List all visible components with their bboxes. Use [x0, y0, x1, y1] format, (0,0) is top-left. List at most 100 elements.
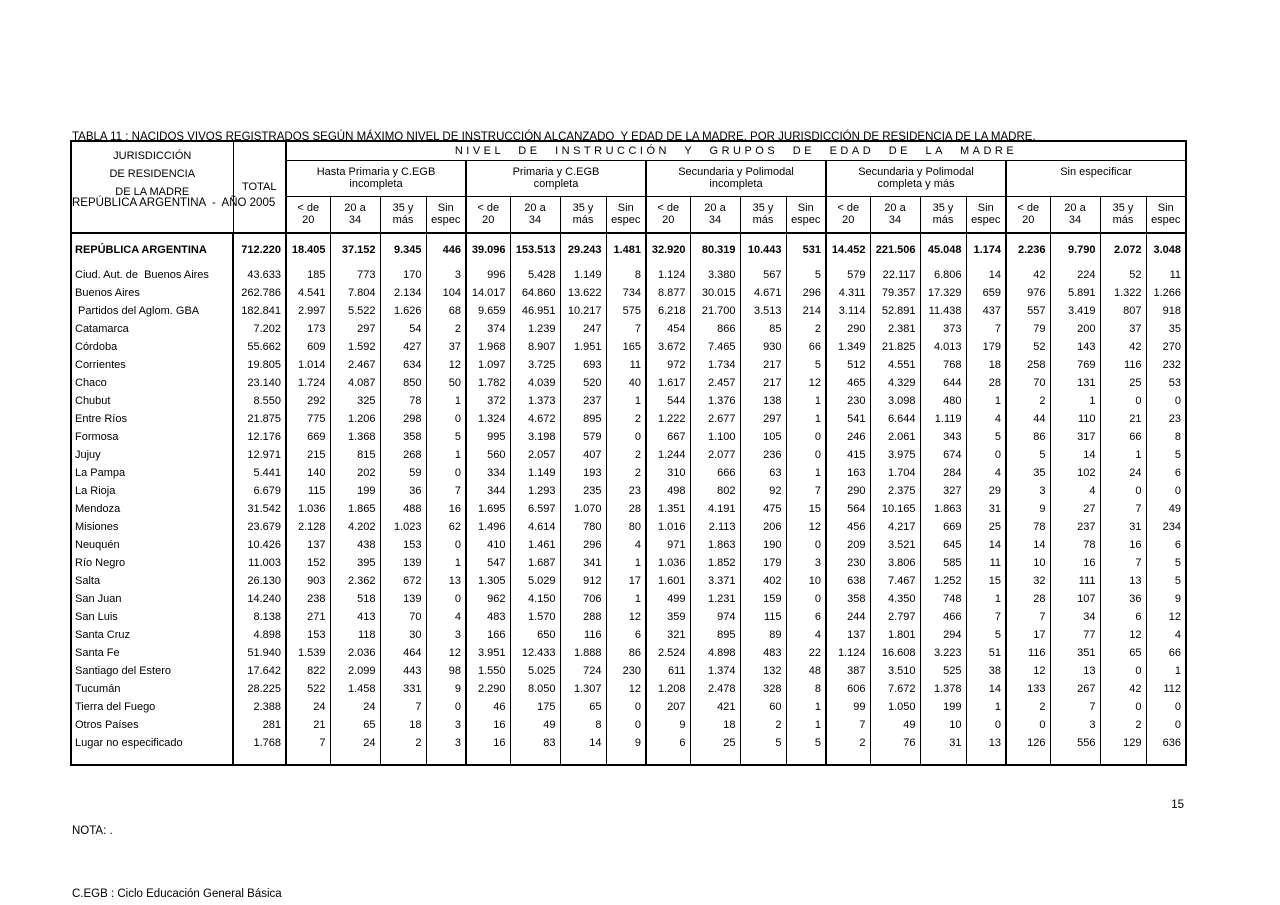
- value-cell: 132: [739, 662, 786, 680]
- value-cell: 78: [379, 392, 426, 410]
- value-cell: 0: [785, 590, 826, 608]
- total-cell: 23.679: [232, 518, 286, 536]
- total-cell: 11.003: [232, 554, 286, 572]
- subcol-header-line2: más: [1099, 214, 1146, 234]
- row-label: San Luis: [75, 611, 118, 623]
- subcol-header-line2: espec: [605, 214, 646, 234]
- value-cell: 244: [825, 608, 870, 626]
- subcol-header-line2: más: [559, 214, 606, 234]
- value-cell: 0: [1099, 698, 1146, 716]
- value-cell: 996: [465, 266, 510, 284]
- value-cell: 28: [1005, 590, 1050, 608]
- value-cell: 1.349: [825, 338, 870, 356]
- subcol-header: 20 a: [509, 196, 560, 214]
- value-cell: 8.050: [509, 680, 560, 698]
- value-cell: 6.806: [919, 266, 966, 284]
- row-label: Santa Cruz: [75, 629, 131, 641]
- table-row: Santa Cruz 4.898 153 118 30 3 166 650 116 6 321 895…: [71, 626, 1186, 644]
- value-cell: 29: [965, 482, 1006, 500]
- value-cell: 1.687: [509, 554, 560, 572]
- value-cell: 115: [739, 608, 786, 626]
- group-header-2-line2: completa: [465, 178, 646, 197]
- value-cell: 1.368: [329, 428, 380, 446]
- value-cell: 2.061: [869, 428, 920, 446]
- value-cell: 2.072: [1099, 233, 1146, 266]
- table-row: Santa Fe 51.940 1.539 2.036 464 12 3.951 12.433…: [71, 644, 1186, 662]
- value-cell: 443: [379, 662, 426, 680]
- value-cell: 575: [605, 302, 646, 320]
- value-cell: 44: [1005, 410, 1050, 428]
- value-cell: 3.223: [919, 644, 966, 662]
- value-cell: 7.672: [869, 680, 920, 698]
- value-cell: 202: [329, 464, 380, 482]
- value-cell: 1.070: [559, 500, 606, 518]
- group-header-row-line2: incompleta completa incompleta completa y m…: [71, 178, 1186, 197]
- value-cell: 466: [919, 608, 966, 626]
- value-cell: 3.380: [689, 266, 740, 284]
- value-cell: 65: [559, 698, 606, 716]
- value-cell: 407: [559, 446, 606, 464]
- value-cell: 13.622: [559, 284, 606, 302]
- value-cell: 567: [739, 266, 786, 284]
- value-cell: 9.345: [379, 233, 426, 266]
- value-cell: 4.202: [329, 518, 380, 536]
- value-cell: 2.381: [869, 320, 920, 338]
- value-cell: 14: [1005, 536, 1050, 554]
- row-label: Córdoba: [75, 341, 118, 353]
- value-cell: 12: [1145, 608, 1186, 626]
- stub-header: JURISDICCIÓN DE RESIDENCIA DE LA MADRE: [71, 141, 233, 234]
- value-cell: 512: [825, 356, 870, 374]
- value-cell: 1.539: [285, 644, 330, 662]
- value-cell: 585: [919, 554, 966, 572]
- value-cell: 215: [285, 446, 330, 464]
- total-cell: 8.550: [232, 392, 286, 410]
- value-cell: 35: [1145, 320, 1186, 338]
- value-cell: 175: [509, 698, 560, 716]
- value-cell: 11.438: [919, 302, 966, 320]
- value-cell: 1.036: [645, 554, 690, 572]
- value-cell: 1.023: [379, 518, 426, 536]
- value-cell: 9: [1005, 500, 1050, 518]
- value-cell: 2.524: [645, 644, 690, 662]
- value-cell: 0: [425, 410, 466, 428]
- value-cell: 24: [329, 698, 380, 716]
- value-cell: 3.951: [465, 644, 510, 662]
- value-cell: 1.351: [645, 500, 690, 518]
- stub-header-line1: JURISDICCIÓN: [113, 150, 192, 162]
- group-header-3: Secundaria y Polimodal: [645, 160, 826, 178]
- value-cell: 294: [919, 626, 966, 644]
- table-row: Lugar no especificado 1.768 7 24 2 3 16 83 14 9 6 2…: [71, 734, 1186, 752]
- value-cell: 36: [1099, 590, 1146, 608]
- value-cell: 13: [425, 572, 466, 590]
- value-cell: 131: [1049, 374, 1100, 392]
- value-cell: 0: [1145, 698, 1186, 716]
- value-cell: 3: [1005, 482, 1050, 500]
- value-cell: 2: [425, 320, 466, 338]
- value-cell: 0: [785, 446, 826, 464]
- value-cell: 560: [465, 446, 510, 464]
- value-cell: 137: [825, 626, 870, 644]
- table-row: Buenos Aires 262.786 4.541 7.804 2.134 104 14.…: [71, 284, 1186, 302]
- subcol-header: 20 a: [1049, 196, 1100, 214]
- value-cell: 63: [739, 464, 786, 482]
- table-row: Corrientes 19.805 1.014 2.467 634 12 1.097 3.72…: [71, 356, 1186, 374]
- value-cell: 4.898: [689, 644, 740, 662]
- value-cell: 520: [559, 374, 606, 392]
- value-cell: 4: [1049, 482, 1100, 500]
- table-row: Jujuy 12.971 215 815 268 1 560 2.057 407 2 1.244 2.…: [71, 446, 1186, 464]
- value-cell: 2.375: [869, 482, 920, 500]
- value-cell: 328: [739, 680, 786, 698]
- value-cell: 525: [919, 662, 966, 680]
- value-cell: 16: [425, 500, 466, 518]
- value-cell: 224: [1049, 266, 1100, 284]
- subcol-header: 35 y: [919, 196, 966, 214]
- value-cell: 1.124: [645, 266, 690, 284]
- value-cell: 59: [379, 464, 426, 482]
- value-cell: 972: [645, 356, 690, 374]
- value-cell: 185: [285, 266, 330, 284]
- value-cell: 258: [1005, 356, 1050, 374]
- value-cell: 3: [785, 554, 826, 572]
- table-row: Partidos del Aglom. GBA 182.841 2.997 5.522…: [71, 302, 1186, 320]
- value-cell: 230: [825, 554, 870, 572]
- row-label: Misiones: [75, 521, 119, 533]
